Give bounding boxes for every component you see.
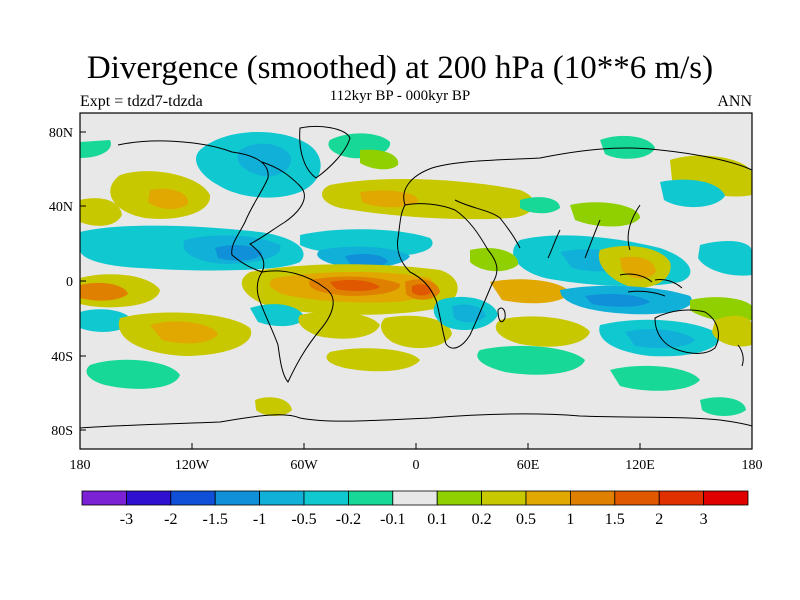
colorbar (81, 490, 749, 506)
coastline-antarctica (80, 413, 752, 429)
coastline-greenland (299, 125, 351, 179)
x-tick-label: 0 (413, 458, 420, 473)
colorbar-swatch (81, 490, 127, 506)
anomaly-patch (86, 359, 180, 389)
colorbar-swatch (481, 490, 527, 506)
x-tick-label: 60E (517, 458, 540, 473)
anomaly-patch (625, 329, 695, 348)
anomaly-patch (712, 315, 752, 347)
colorbar-swatch (170, 490, 216, 506)
chart-title: Divergence (smoothed) at 200 hPa (10**6 … (86, 50, 714, 86)
anomaly-patch (80, 282, 128, 301)
colorbar-swatch (392, 490, 438, 506)
anomaly-patch (490, 279, 570, 304)
anomaly-patch (80, 198, 122, 226)
y-tick-label: 40N (49, 200, 73, 215)
colorbar-label: 0.1 (427, 511, 447, 528)
coastline-north-america (117, 140, 305, 273)
anomaly-patch (477, 345, 585, 375)
colorbar-label: -0.5 (291, 511, 316, 528)
x-tick-label: 120W (175, 458, 210, 473)
colorbar-label: 0.5 (516, 511, 536, 528)
anomaly-patch (360, 149, 399, 170)
anomaly-patch (570, 202, 640, 227)
colorbar-swatch (703, 490, 749, 506)
colorbar-label: -0.1 (380, 511, 405, 528)
coastline-new-zealand (737, 344, 744, 367)
x-tick-label: 120E (625, 458, 655, 473)
x-tick-label: 180 (742, 458, 763, 473)
coastline-australia (654, 309, 719, 354)
anomaly-patch (700, 397, 746, 416)
colorbar-label: -2 (164, 511, 177, 528)
anomaly-patch (380, 315, 452, 349)
anomaly-patch (660, 179, 725, 208)
anomaly-patch (255, 397, 292, 416)
anomaly-patch (600, 135, 655, 159)
colorbar-swatch (259, 490, 305, 506)
colorbar-label: 1.5 (605, 511, 625, 528)
y-tick-label: 0 (66, 275, 73, 290)
coastline-madagascar (497, 307, 506, 323)
colorbar-swatch (214, 490, 260, 506)
y-tick-label: 40S (51, 350, 73, 365)
coastline-south-america (256, 270, 334, 383)
anomaly-patch (520, 197, 560, 214)
colorbar-label: 1 (566, 511, 574, 528)
y-tick-label: 80N (49, 126, 73, 141)
anomaly-patch (698, 240, 752, 276)
coastline-indonesia (619, 273, 683, 297)
anomaly-patch (215, 245, 262, 261)
colorbar-swatch (658, 490, 705, 506)
colorbar-label: -0.2 (336, 511, 361, 528)
colorbar-swatch (570, 490, 616, 506)
chart-subtitle: 112kyr BP - 000kyr BP (329, 88, 471, 104)
colorbar-swatch (126, 490, 172, 506)
anomaly-patch (150, 321, 218, 344)
colorbar-swatch (525, 490, 571, 506)
x-tick-label: 180 (70, 458, 91, 473)
colorbar-label: -1.5 (203, 511, 228, 528)
anomaly-patch (620, 256, 656, 279)
colorbar-label: 2 (655, 511, 663, 528)
colorbar-swatch (303, 490, 349, 506)
colorbar-label: 3 (700, 511, 708, 528)
anomaly-patch (330, 279, 380, 292)
colorbar-swatch (436, 490, 483, 506)
x-tick-label: 60W (290, 458, 318, 473)
coastline-africa (397, 203, 498, 349)
y-tick-label: 80S (51, 424, 73, 439)
anomaly-patch (345, 254, 388, 267)
colorbar-swatch (347, 490, 394, 506)
anomaly-patch (610, 365, 700, 391)
y-axis (80, 131, 86, 431)
anomaly-patch (326, 348, 420, 372)
anomaly-patch (690, 297, 752, 322)
colorbar-label: -3 (120, 511, 133, 528)
x-axis (79, 443, 753, 449)
season-label: ANN (717, 93, 752, 110)
anomaly-patch (250, 304, 305, 327)
experiment-label: Expt = tdzd7-tdzda (80, 93, 203, 110)
colorbar-label: -1 (253, 511, 266, 528)
anomaly-patch (148, 188, 189, 210)
anomaly-patch (495, 316, 590, 347)
colorbar-swatch (614, 490, 660, 506)
anomaly-patch (412, 284, 432, 296)
anomaly-patch (585, 294, 650, 307)
coastline-europe-asia (403, 147, 752, 259)
coastlines (80, 125, 752, 429)
colorbar-label: 0.2 (472, 511, 492, 528)
anomaly-patch (80, 140, 111, 158)
